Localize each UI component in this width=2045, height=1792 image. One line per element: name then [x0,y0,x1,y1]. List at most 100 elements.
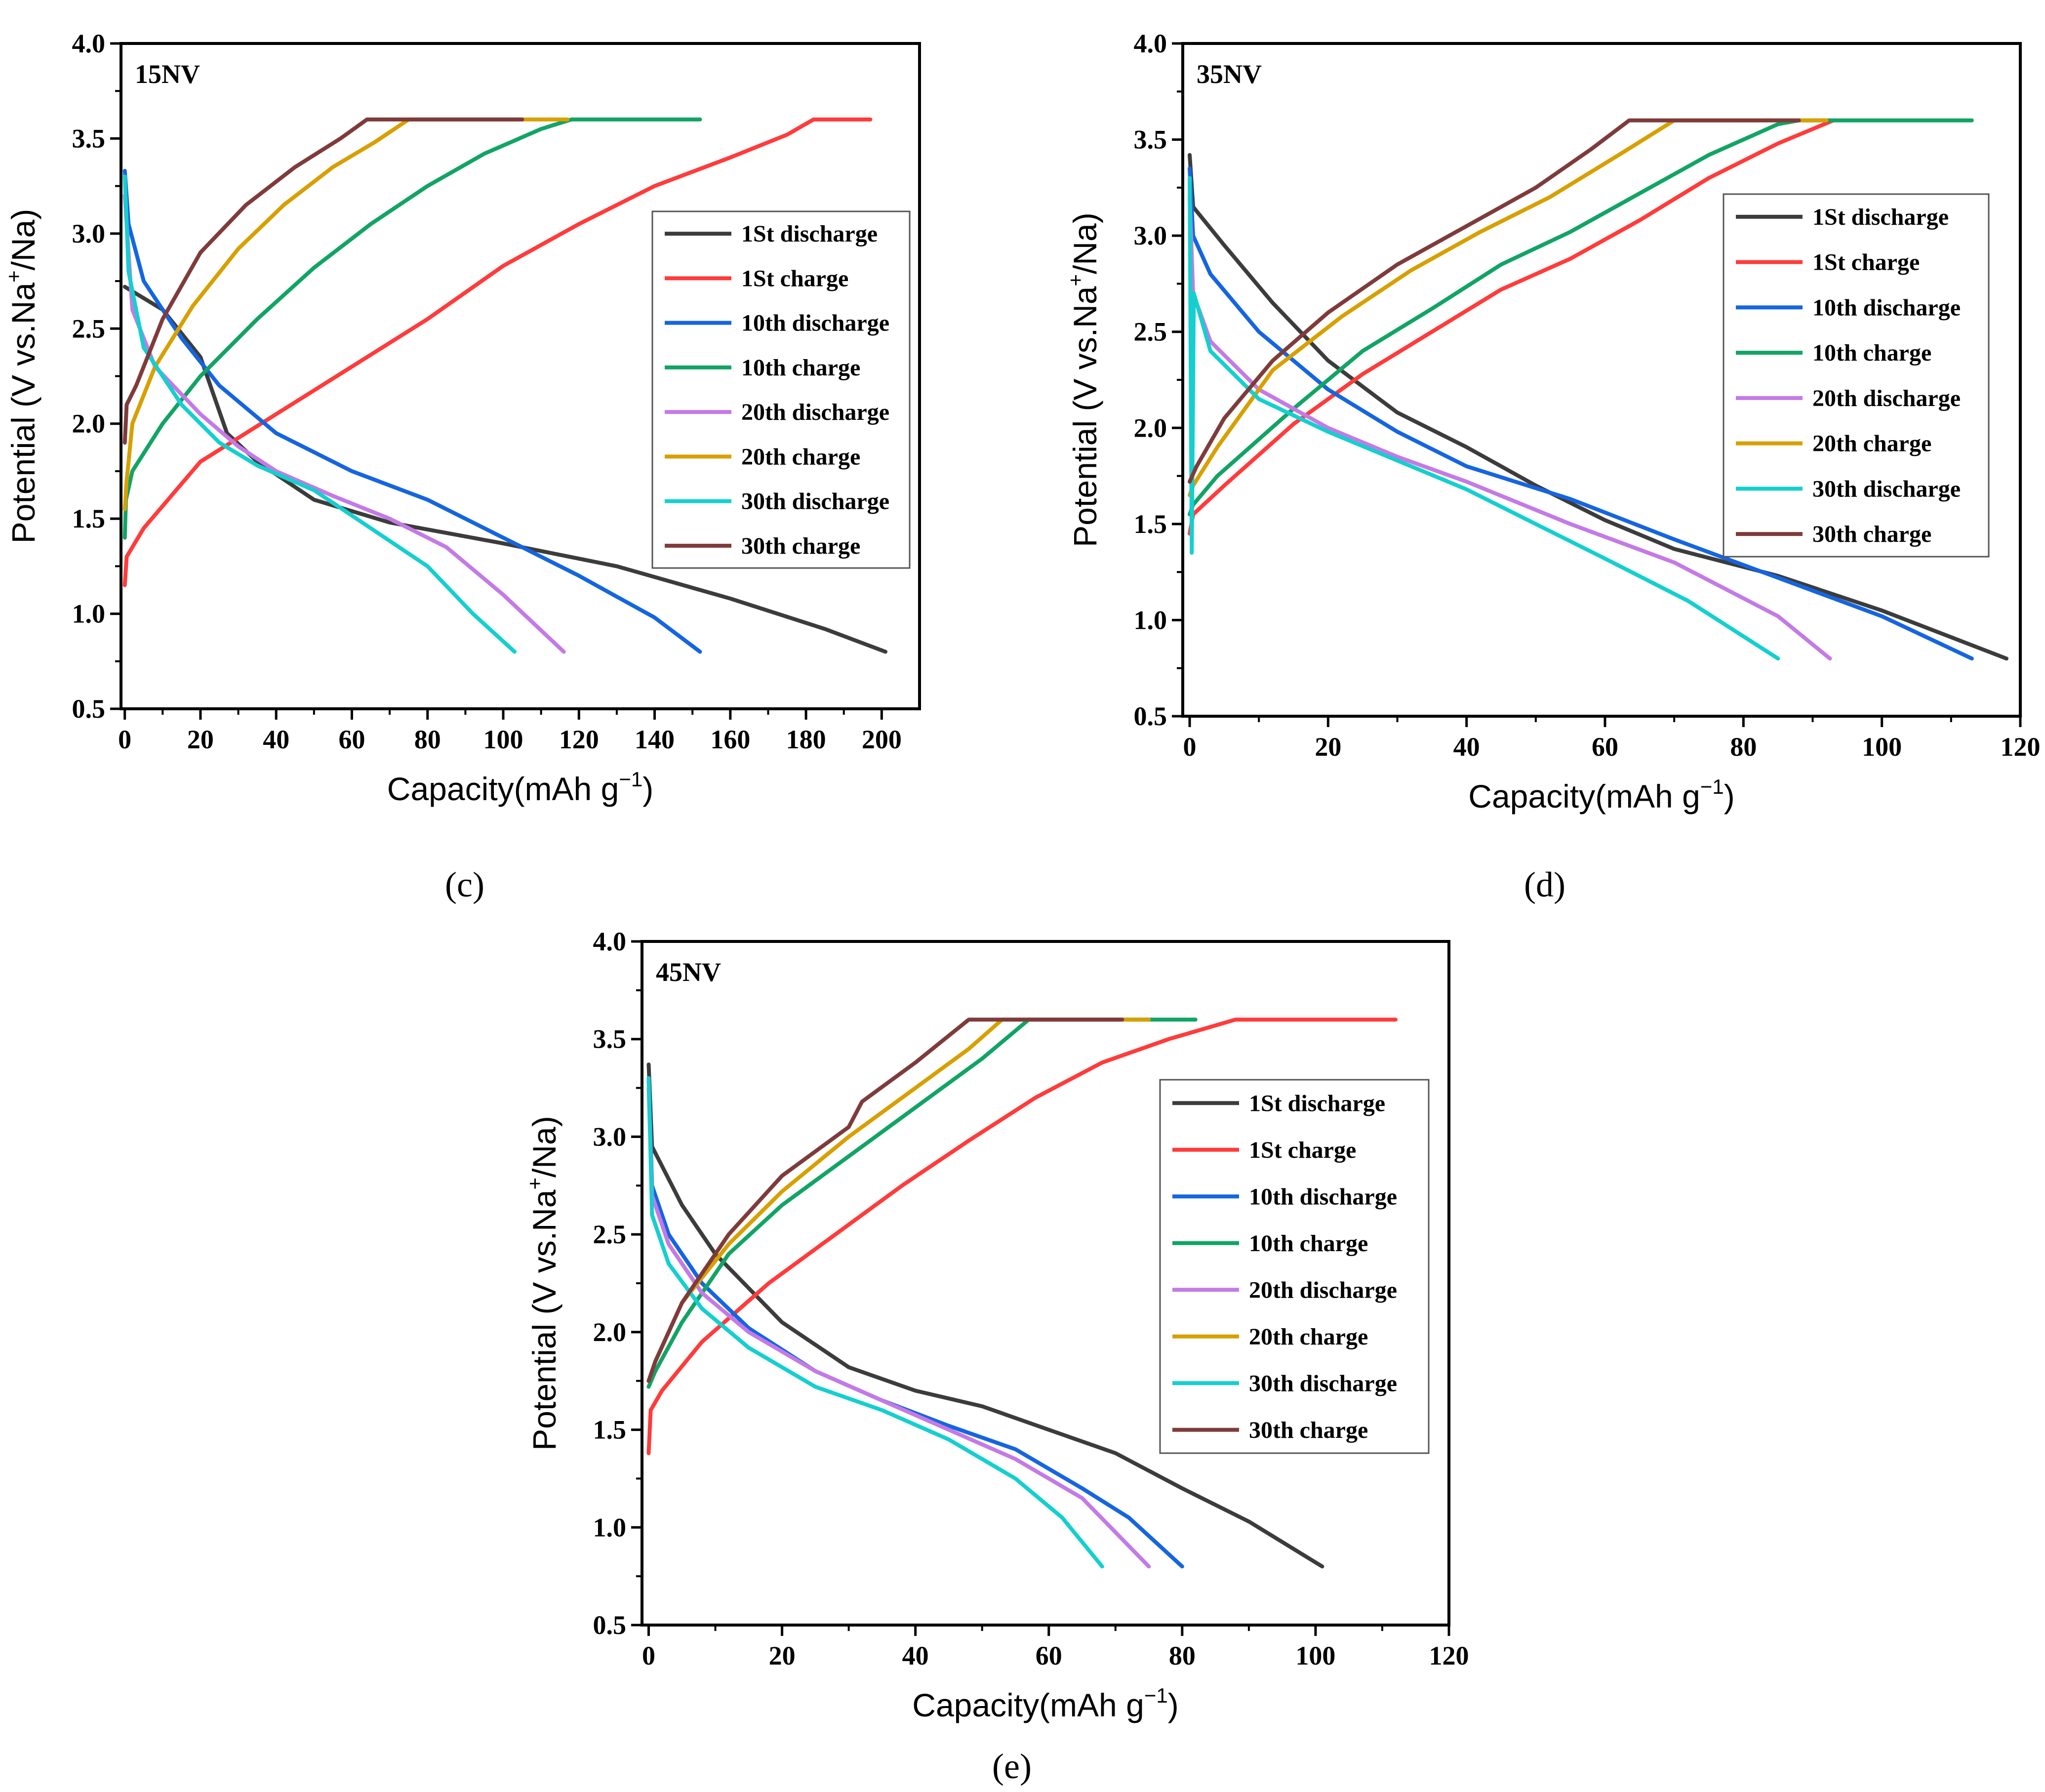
series-line-4 [1188,118,1974,517]
legend-label: 30th discharge [741,489,889,515]
legend-label: 10th charge [1812,340,1931,366]
y-tick-label: 1.5 [1134,509,1167,539]
legend-label: 30th charge [1249,1417,1368,1443]
legend-label: 20th charge [741,444,860,470]
y-tick-label: 0.5 [72,694,106,724]
series-line-1 [646,1062,1324,1569]
x-tick-label: 40 [1453,732,1480,762]
legend-label: 10th discharge [741,310,889,336]
series-line-8 [122,117,524,445]
x-tick-label: 40 [263,725,289,754]
x-tick-label: 80 [1169,1641,1196,1670]
series-line-3 [122,168,702,654]
series-line-2 [646,1018,1398,1455]
y-tick-label: 3.0 [593,1122,627,1151]
series-line-6 [1188,118,1829,497]
legend-label: 20th charge [1812,431,1931,457]
legend-label: 30th charge [1812,521,1931,547]
legend-label: 10th charge [1249,1230,1368,1257]
x-axis-title: Capacity(mAh g−1) [1468,775,1734,815]
x-tick-label: 200 [862,725,902,754]
y-axis-title: Potential (V vs.Na+/Na) [1064,212,1103,547]
legend-label: 10th discharge [1249,1183,1397,1210]
x-tick-label: 20 [769,1641,796,1670]
legend-label: 1St discharge [741,221,878,247]
legend-label: 1St charge [1812,249,1920,276]
legend-box [1159,1079,1430,1454]
legend-label: 20th charge [1249,1324,1368,1350]
legend-label: 1St charge [1249,1137,1356,1163]
panel-label: 45NV [656,957,721,987]
y-tick-label: 3.0 [72,219,106,248]
chart-panel-1: 0 20 40 60 80 100 120 140 160 180 200 0.5 1.0 1.5 2.0 2… [2,29,921,904]
panel-caption: (d) [1524,865,1565,904]
x-tick-label: 40 [902,1641,929,1670]
y-tick-label: 1.5 [72,504,106,533]
series-line-2 [122,117,873,587]
x-tick-label: 0 [1183,732,1197,762]
y-tick-label: 2.0 [72,409,106,439]
legend-label: 20th discharge [1249,1277,1397,1303]
panel-label: 35NV [1197,59,1262,89]
y-tick-label: 1.5 [593,1415,627,1445]
series-line-2 [1188,118,1836,536]
x-tick-label: 180 [786,725,826,754]
series-line-4 [646,1018,1198,1389]
legend-box [1723,193,1990,558]
series-line-5 [646,1086,1151,1569]
legend-label: 20th discharge [1812,385,1961,411]
series-line-1 [122,285,887,654]
legend-label: 1St discharge [1249,1090,1385,1116]
chart-panel-2: 0 20 40 60 80 100 120 0.5 1.0 1.5 2.0 2.5 3.0 3.5 4.0 C… [1064,29,2041,904]
x-tick-label: 0 [642,1641,655,1670]
y-tick-label: 2.5 [1134,317,1167,347]
y-tick-label: 1.0 [593,1512,627,1542]
y-tick-label: 1.0 [1134,605,1167,635]
x-tick-label: 60 [1036,1641,1062,1670]
series-line-7 [122,174,517,654]
x-tick-label: 0 [118,725,131,754]
series-line-7 [646,1076,1104,1569]
y-tick-label: 4.0 [72,29,106,58]
y-axis-title: Potential (V vs.Na+/Na) [523,1116,562,1450]
y-tick-label: 3.5 [593,1024,627,1054]
x-tick-label: 100 [483,725,523,754]
series-line-3 [646,1076,1184,1569]
legend-label: 30th charge [741,533,860,559]
y-tick-label: 4.0 [1134,29,1167,58]
x-tick-label: 100 [1295,1641,1335,1670]
y-tick-label: 3.5 [1134,125,1167,155]
legend-label: 10th discharge [1812,294,1961,321]
x-tick-label: 100 [1862,732,1902,762]
series-line-4 [122,117,702,540]
x-tick-label: 60 [338,725,365,754]
x-tick-label: 120 [559,725,599,754]
legend-label: 30th discharge [1249,1370,1397,1396]
y-tick-label: 4.0 [593,927,627,956]
x-tick-label: 160 [710,725,750,754]
y-tick-label: 3.5 [72,123,106,153]
series-line-5 [122,193,566,654]
x-tick-label: 120 [2001,732,2041,762]
legend-label: 20th discharge [741,399,889,425]
x-tick-label: 80 [414,725,441,754]
series-line-8 [1188,118,1801,484]
series-line-3 [1188,166,1974,661]
y-tick-label: 3.0 [1134,221,1167,250]
y-tick-label: 2.0 [1134,413,1167,443]
x-tick-label: 20 [187,725,214,754]
legend-box [651,210,911,569]
x-axis-title: Capacity(mAh g−1) [912,1684,1178,1723]
y-tick-label: 0.5 [593,1610,627,1640]
y-axis-title: Potential (V vs.Na+/Na) [2,209,41,543]
legend-label: 10th charge [741,355,860,381]
series-line-6 [122,117,570,511]
legend-label: 30th discharge [1812,476,1961,502]
y-tick-label: 0.5 [1134,701,1167,731]
x-tick-label: 120 [1429,1641,1469,1670]
chart-panel-3: 0 20 40 60 80 100 120 0.5 1.0 1.5 2.0 2.5 3.0 3.5 4.0 C… [523,927,1469,1786]
x-tick-label: 60 [1592,732,1618,762]
y-tick-label: 2.5 [593,1220,627,1249]
legend-label: 1St charge [741,265,848,291]
